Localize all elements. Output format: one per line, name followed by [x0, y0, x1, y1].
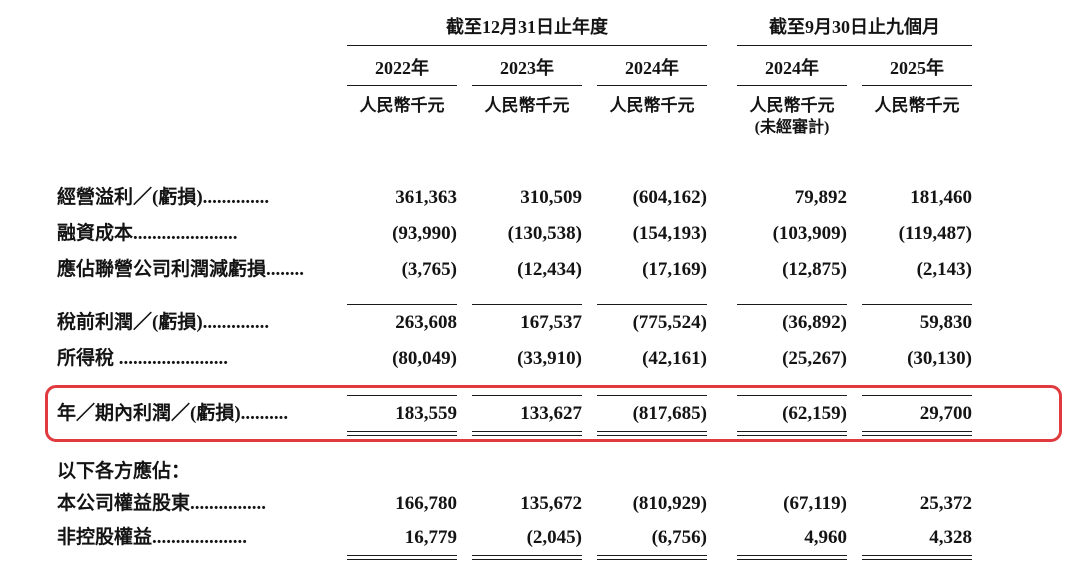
- year-headers-row: 2022年 2023年 2024年 2024年 2025年: [57, 56, 1080, 86]
- unit-label: 人民幣千元: [609, 96, 695, 115]
- col-group-year-ended: 截至12月31日止年度: [347, 16, 707, 46]
- section-label: 以下各方應佔：: [57, 461, 191, 482]
- row-label: 稅前利潤／(虧損)..............: [57, 312, 270, 333]
- row-equity-shareholders: 本公司權益股東................ 166,780 135,672 …: [57, 492, 1080, 516]
- cell-value: 310,509: [520, 187, 582, 208]
- cell-value: (2,045): [472, 526, 582, 560]
- cell-value: 361,363: [395, 187, 457, 208]
- cell-value: 4,328: [862, 526, 972, 560]
- cell-value: 29,700: [862, 395, 972, 436]
- column-groups-row: 截至12月31日止年度 截至9月30日止九個月: [57, 16, 1080, 46]
- year-header-2024: 2024年: [597, 56, 707, 86]
- row-profit-for-period: 年／期內利潤／(虧損).......... 183,559 133,627 (8…: [57, 395, 1080, 436]
- unit-row: 人民幣千元 人民幣千元 人民幣千元 人民幣千元 人民幣千元: [57, 95, 1080, 116]
- row-label: 應佔聯營公司利潤減虧損........: [57, 259, 305, 280]
- cell-value: 59,830: [862, 304, 972, 335]
- year-header-2022: 2022年: [347, 56, 457, 86]
- row-label: 非控股權益....................: [57, 527, 248, 548]
- cell-value: (130,538): [507, 223, 582, 244]
- row-label: 經營溢利／(虧損)..............: [57, 187, 270, 208]
- cell-value: (67,119): [783, 493, 847, 514]
- cell-value: (810,929): [632, 493, 707, 514]
- cell-value: (17,169): [642, 259, 707, 280]
- cell-value: 135,672: [520, 493, 582, 514]
- highlighted-total-section: 年／期內利潤／(虧損).......... 183,559 133,627 (8…: [45, 385, 1080, 442]
- row-label: 融資成本......................: [57, 223, 238, 244]
- cell-value: 166,780: [395, 493, 457, 514]
- cell-value: (62,159): [737, 395, 847, 436]
- cell-value: (30,130): [907, 348, 972, 369]
- row-label: 本公司權益股東................: [57, 493, 267, 514]
- row-profit-before-tax: 稅前利潤／(虧損).............. 263,608 167,537 …: [57, 304, 1080, 335]
- unit-label: 人民幣千元: [359, 96, 445, 115]
- cell-value: (36,892): [737, 304, 847, 335]
- cell-value: (604,162): [632, 187, 707, 208]
- cell-value: (42,161): [642, 348, 707, 369]
- cell-value: 16,779: [347, 526, 457, 560]
- cell-value: 133,627: [472, 395, 582, 436]
- cell-value: (2,143): [916, 259, 972, 280]
- cell-value: (25,267): [782, 348, 847, 369]
- cell-value: 4,960: [737, 526, 847, 560]
- row-share-of-associates: 應佔聯營公司利潤減虧損........ (3,765) (12,434) (17…: [57, 258, 1080, 282]
- col-group-nine-months: 截至9月30日止九個月: [737, 16, 972, 46]
- cell-value: 183,559: [347, 395, 457, 436]
- cell-value: (93,990): [392, 223, 457, 244]
- cell-value: 263,608: [347, 304, 457, 335]
- cell-value: (12,434): [517, 259, 582, 280]
- cell-value: (6,756): [597, 526, 707, 560]
- cell-value: (3,765): [401, 259, 457, 280]
- row-attributable-heading: 以下各方應佔：: [57, 460, 1080, 484]
- cell-value: (775,524): [597, 304, 707, 335]
- cell-value: (33,910): [517, 348, 582, 369]
- cell-value: 25,372: [919, 493, 972, 514]
- year-header-2024-9m: 2024年: [737, 56, 847, 86]
- row-income-tax: 所得稅 ....................... (80,049) (33…: [57, 347, 1080, 371]
- table-body: 經營溢利／(虧損).............. 361,363 310,509 …: [45, 186, 1080, 560]
- cell-value: 167,537: [472, 304, 582, 335]
- unit-label: 人民幣千元: [874, 96, 960, 115]
- row-non-controlling-interests: 非控股權益.................... 16,779 (2,045)…: [57, 526, 1080, 560]
- row-label: 年／期內利潤／(虧損)..........: [57, 403, 289, 424]
- row-operating-profit: 經營溢利／(虧損).............. 361,363 310,509 …: [57, 186, 1080, 210]
- cell-value: (154,193): [632, 223, 707, 244]
- cell-value: (12,875): [782, 259, 847, 280]
- cell-value: (119,487): [898, 223, 972, 244]
- cell-value: (103,909): [772, 223, 847, 244]
- cell-value: (80,049): [392, 348, 457, 369]
- year-header-2025: 2025年: [862, 56, 972, 86]
- cell-value: (817,685): [597, 395, 707, 436]
- row-finance-costs: 融資成本...................... (93,990) (130…: [57, 222, 1080, 246]
- note-row: (未經審計): [57, 118, 1080, 138]
- cell-value: 181,460: [910, 187, 972, 208]
- cell-value: 79,892: [794, 187, 847, 208]
- unit-label: 人民幣千元: [749, 96, 835, 115]
- year-header-2023: 2023年: [472, 56, 582, 86]
- unaudited-note: (未經審計): [754, 119, 830, 136]
- unit-label: 人民幣千元: [484, 96, 570, 115]
- row-label: 所得稅 .......................: [57, 348, 229, 369]
